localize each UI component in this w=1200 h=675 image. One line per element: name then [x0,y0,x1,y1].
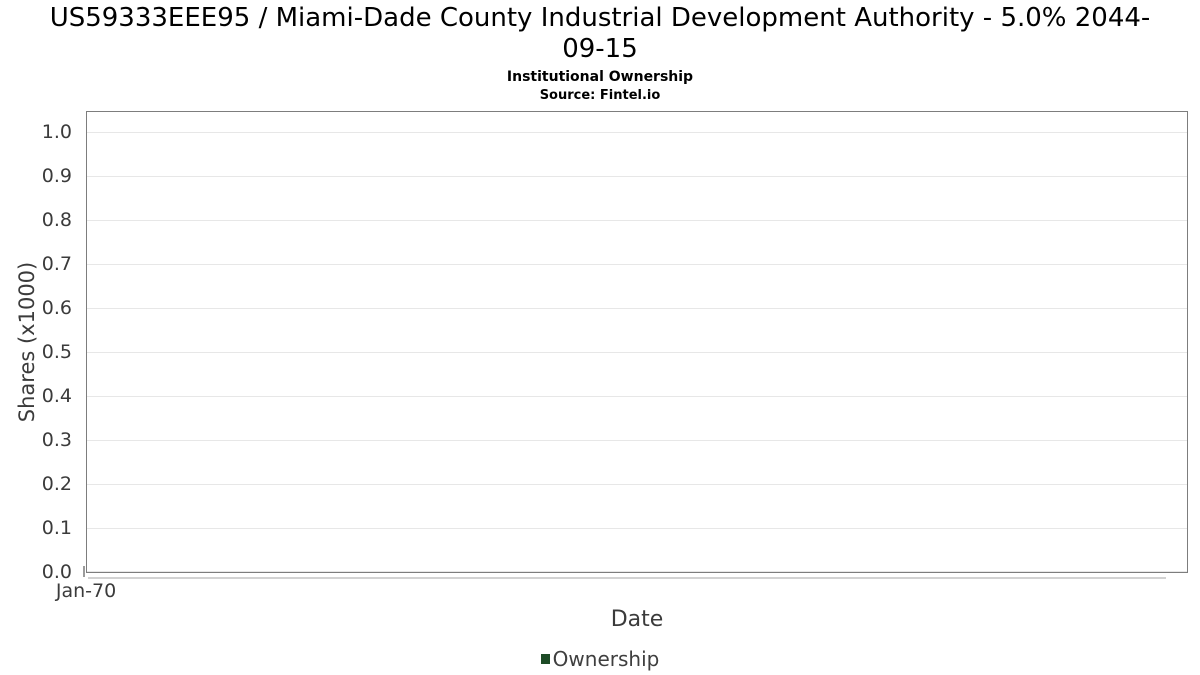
gridline [87,396,1187,397]
gridline [87,176,1187,177]
legend-swatch-icon [540,654,550,664]
x-axis-tick [83,566,85,577]
gridline [87,220,1187,221]
chart-source: Source: Fintel.io [539,88,661,103]
gridline [87,132,1187,133]
y-axis-tick-labels: 0.0 0.1 0.2 0.3 0.4 0.5 0.6 0.7 0.8 0.9 1.0 [0,111,79,583]
chart-header: US59333EEE95 / Miami-Dade County Industr… [0,3,1200,104]
y-tick-label: 0.3 [41,429,72,451]
y-tick-label: 1.0 [41,121,72,143]
gridline [87,571,1187,572]
y-tick-label: 0.6 [41,297,72,319]
chart-title-line-1: US59333EEE95 / Miami-Dade County Industr… [49,3,1151,33]
gridline [87,528,1187,529]
y-tick-label: 0.9 [41,165,72,187]
y-tick-label: 0.7 [41,253,72,275]
y-tick-label: 0.8 [41,209,72,231]
gridline [87,308,1187,309]
gridline [87,484,1187,485]
plot-area[interactable] [86,111,1188,573]
chart-legend: Ownership [0,647,1200,671]
x-axis-line [88,577,1166,579]
chart-title-line-2: 09-15 [562,34,638,64]
gridline [87,264,1187,265]
x-axis-title: Date [610,607,664,632]
y-tick-label: 0.4 [41,385,72,407]
gridline [87,440,1187,441]
y-tick-label: 0.2 [41,473,72,495]
gridline [87,352,1187,353]
chart-subtitle: Institutional Ownership [506,69,694,85]
y-tick-label: 0.1 [41,517,72,539]
legend-label: Ownership [552,647,660,671]
y-tick-label: 0.0 [41,561,72,583]
x-tick-label: Jan-70 [55,580,117,602]
y-tick-label: 0.5 [41,341,72,363]
